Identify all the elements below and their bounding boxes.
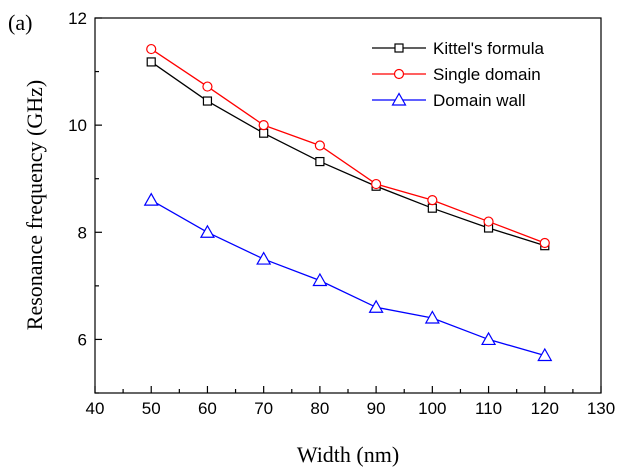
series-line-kittel-s-formula: [150, 61, 545, 247]
data-point-single-domain: [371, 178, 382, 190]
data-point-domain-wall: [368, 299, 384, 313]
data-point-single-domain: [202, 81, 213, 92]
legend-label: Single domain: [433, 65, 541, 84]
data-point-kittel-s-formula: [427, 203, 437, 213]
data-point-single-domain: [258, 120, 269, 131]
x-tick-label: 60: [198, 399, 217, 418]
legend-item-single-domain: Single domain: [372, 65, 541, 84]
legend-marker: [393, 68, 405, 80]
data-point-single-domain: [314, 140, 325, 151]
legend-item-domain-wall: Domain wall: [372, 91, 526, 110]
data-point-single-domain: [146, 43, 157, 55]
y-tick-label: 10: [68, 116, 87, 135]
x-tick-label: 90: [367, 399, 386, 418]
x-axis-title: Width (nm): [297, 442, 399, 467]
panel-label: (a): [8, 10, 32, 35]
x-tick-label: 120: [531, 399, 559, 418]
x-tick-label: 100: [418, 399, 446, 418]
y-axis: 6 8 10 12: [68, 9, 102, 394]
data-point-kittel-s-formula: [315, 156, 325, 167]
data-point-domain-wall: [424, 310, 440, 324]
y-tick-label: 12: [68, 9, 87, 28]
data-point-domain-wall: [312, 272, 328, 287]
data-point-domain-wall: [481, 331, 497, 346]
data-point-single-domain: [427, 195, 438, 206]
legend-marker: [394, 43, 404, 53]
data-point-domain-wall: [256, 251, 272, 265]
x-tick-label: 110: [475, 399, 502, 418]
series-line-single-domain: [150, 48, 546, 244]
x-tick-label: 50: [142, 399, 161, 418]
series-line-domain-wall: [150, 199, 545, 357]
legend-item-kittel-s-formula: Kittel's formula: [372, 39, 544, 58]
x-tick-label: 130: [587, 399, 615, 418]
data-point-single-domain: [483, 216, 494, 227]
data-point-domain-wall: [537, 347, 553, 362]
y-tick-label: 8: [78, 223, 87, 242]
legend-marker: [391, 92, 407, 106]
series-layer: [143, 43, 553, 362]
x-tick-label: 70: [254, 399, 273, 418]
y-tick-label: 6: [78, 330, 87, 349]
x-axis: 40 50 60 70 80 90 100 110 120 130: [86, 386, 615, 418]
data-point-domain-wall: [199, 224, 215, 238]
x-tick-label: 40: [86, 399, 105, 418]
data-point-single-domain: [539, 237, 550, 249]
x-tick-label: 80: [310, 399, 329, 418]
legend-label: Domain wall: [433, 91, 526, 110]
legend-label: Kittel's formula: [433, 39, 544, 58]
data-point-kittel-s-formula: [259, 128, 269, 138]
series-domain-wall: [143, 192, 553, 362]
data-point-domain-wall: [143, 192, 159, 206]
data-point-kittel-s-formula: [146, 57, 156, 67]
data-point-kittel-s-formula: [202, 96, 213, 106]
legend: Kittel's formula Single domain Domain wall: [372, 39, 544, 110]
series-single-domain: [146, 43, 550, 249]
y-axis-title: Resonance frequency (GHz): [22, 80, 47, 330]
